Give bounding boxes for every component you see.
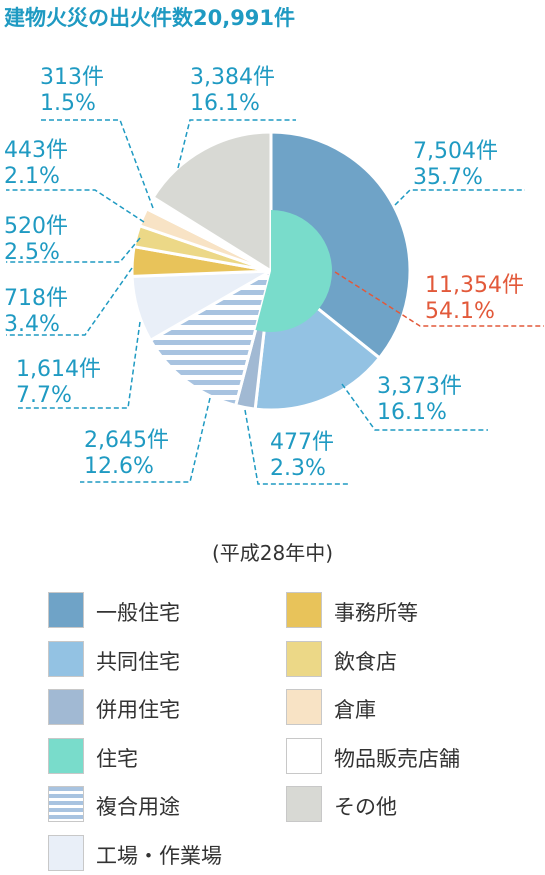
legend-label: 一般住宅 (96, 601, 180, 625)
leader-line-6 (6, 267, 133, 336)
slice-label-8-count: 443件 (4, 138, 68, 163)
slice-label-3: 477件 2.3% (270, 430, 334, 481)
slice-label-4: 2,645件 12.6% (84, 428, 169, 479)
legend-swatch (48, 640, 84, 677)
slice-label-8-percent: 2.1% (4, 164, 60, 189)
slice-label-5-count: 1,614件 (16, 357, 101, 382)
pie-slice-inner (255, 210, 333, 332)
legend-label: その他 (334, 795, 397, 819)
slice-labels: 7,504件 35.7%3,373件 16.1%477件 2.3%2,645件 12.6… (4, 65, 524, 481)
legend-label: 住宅 (96, 746, 138, 771)
legend-swatch (286, 689, 322, 725)
legend-swatch (48, 737, 84, 774)
slice-label-2-count: 3,373件 (377, 374, 462, 399)
leader-line-10 (177, 119, 296, 169)
slice-label-5: 1,614件 7.7% (16, 357, 101, 408)
slice-label-10-percent: 16.1% (190, 91, 260, 116)
slice-label-inner: 11,354件 54.1% (425, 273, 524, 324)
legend-label: 併用住宅 (96, 698, 180, 722)
slice-label-1-count: 7,504件 (413, 139, 498, 164)
legend-swatch (48, 834, 84, 871)
slice-label-6-count: 718件 (4, 286, 68, 311)
slice-label-inner-percent: 54.1% (425, 299, 495, 324)
slice-label-10: 3,384件 16.1% (190, 65, 275, 116)
slice-label-1-percent: 35.7% (413, 165, 483, 190)
slice-label-7-percent: 2.5% (4, 240, 60, 265)
legend-swatch (48, 786, 84, 822)
slice-label-7: 520件 2.5% (4, 214, 68, 265)
legend-swatch (48, 592, 84, 628)
slice-label-6-percent: 3.4% (4, 312, 60, 337)
legend-label: 飲食店 (334, 649, 397, 674)
slice-label-8: 443件 2.1% (4, 138, 68, 189)
pie-slice-1 (269, 130, 412, 361)
legend-label: 倉庫 (334, 698, 376, 722)
leader-line-5 (18, 321, 141, 409)
slice-label-inner-count: 11,354件 (425, 273, 524, 298)
leader-line-1 (394, 189, 525, 206)
slice-label-9: 313件 1.5% (40, 65, 104, 116)
slice-label-2: 3,373件 16.1% (377, 374, 462, 425)
period-note: (平成28年中) (211, 541, 334, 565)
slice-label-9-count: 313件 (40, 65, 104, 90)
slice-label-2-percent: 16.1% (377, 400, 447, 425)
legend-swatch (286, 592, 322, 628)
legend-swatch (286, 737, 322, 774)
slice-label-4-percent: 12.6% (84, 454, 154, 479)
legend-label: 共同住宅 (96, 649, 180, 674)
pie-chart: 7,504件 35.7%3,373件 16.1%477件 2.3%2,645件 12.6… (4, 65, 544, 485)
leader-line-inner (334, 271, 544, 327)
legend-swatch (286, 640, 322, 677)
leader-line-4 (80, 397, 211, 483)
pie-slice-10 (151, 130, 273, 274)
legend-swatch (48, 689, 84, 725)
leader-lines (6, 119, 544, 485)
legend-label: 工場・作業場 (96, 843, 222, 868)
legend-label: 物品販売店舗 (334, 746, 460, 771)
slice-label-3-percent: 2.3% (270, 456, 326, 481)
pie-slice-4 (148, 267, 274, 408)
leader-line-8 (6, 189, 145, 223)
slice-label-1: 7,504件 35.7% (413, 139, 498, 190)
leader-line-3 (244, 409, 350, 485)
leader-line-7 (6, 237, 141, 263)
legend-label: 事務所等 (334, 601, 418, 625)
leader-line-9 (38, 119, 154, 209)
legend-swatch (286, 786, 322, 822)
slice-label-4-count: 2,645件 (84, 428, 169, 453)
slice-label-7-count: 520件 (4, 214, 68, 239)
pie-slices (130, 130, 412, 412)
leader-line-2 (341, 383, 488, 431)
slice-label-9-percent: 1.5% (40, 91, 96, 116)
slice-label-5-percent: 7.7% (16, 383, 72, 408)
chart-title: 建物火災の出火件数20,991件 (4, 6, 296, 30)
slice-label-6: 718件 3.4% (4, 286, 68, 337)
slice-label-10-count: 3,384件 (190, 65, 275, 90)
legend-label: 複合用途 (96, 795, 180, 819)
slice-label-3-count: 477件 (270, 430, 334, 455)
